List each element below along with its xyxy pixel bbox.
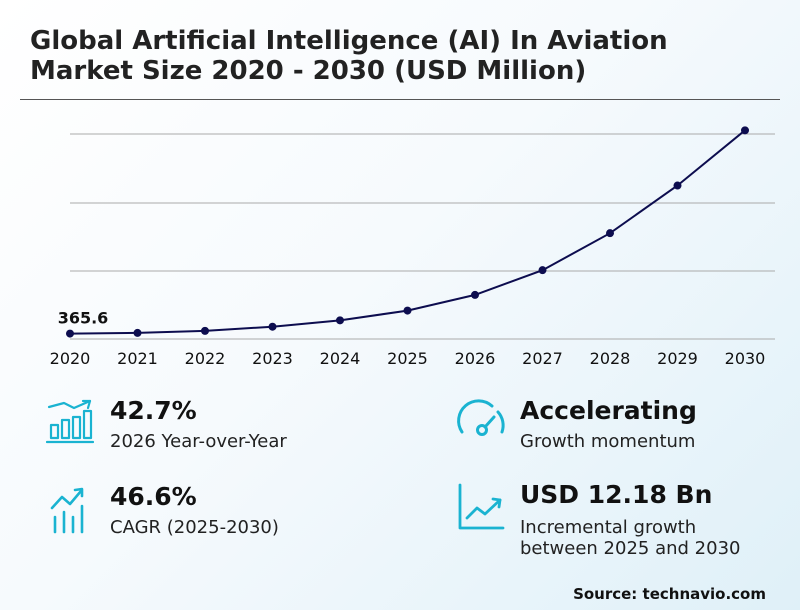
data-point-2025 [403,306,412,315]
data-point-2023 [268,322,277,331]
x-tick-label-2021: 2021 [117,349,158,368]
data-point-2022 [201,326,209,335]
x-tick-label-2020: 2020 [50,349,91,368]
line-chart: 2020 2021 2022 2023 2024 2025 2026 2027 2028 2029… [50,126,775,368]
stat-description: CAGR (2025-2030) [110,517,279,538]
stat-value: 42.7% [110,396,197,425]
x-tick-label-2023: 2023 [252,349,293,368]
trend-bars-icon [50,487,84,534]
data-point-2029 [673,181,682,190]
data-point-2026 [471,290,479,299]
stat-description-line-1: Incremental growth [520,517,697,538]
x-tick-label-2024: 2024 [320,349,361,368]
line-chart-growth-icon [458,483,505,530]
x-tick-label-2025: 2025 [387,349,428,368]
stat-value: USD 12.18 Bn [520,480,713,509]
x-tick-label-2029: 2029 [657,349,698,368]
data-point-2027 [538,266,547,275]
data-point-2024 [336,316,344,325]
data-point-2028 [606,229,614,238]
stat-value: Accelerating [520,396,697,425]
speedometer-icon [457,399,505,436]
series-line-market-size [69,129,746,335]
chart-title: Global Artificial Intelligence (AI) In A… [30,26,668,86]
x-tick-label-2030: 2030 [725,349,766,368]
source-note: Source: technavio.com [573,585,766,603]
x-tick-label-2026: 2026 [455,349,496,368]
data-label-2020: 365.6 [58,309,109,328]
stat-description-line-2: between 2025 and 2030 [520,538,741,559]
x-tick-label-2022: 2022 [185,349,226,368]
stat-description: Growth momentum [520,431,696,452]
stat-value: 46.6% [110,482,197,511]
bar-chart-growth-icon [46,399,94,444]
x-tick-label-2027: 2027 [522,349,563,368]
title-divider [20,99,780,100]
stat-description: 2026 Year-over-Year [110,431,287,452]
x-tick-label-2028: 2028 [590,349,631,368]
data-point-2030 [741,126,749,135]
data-point-2020 [66,329,74,338]
data-point-2021 [133,328,142,337]
